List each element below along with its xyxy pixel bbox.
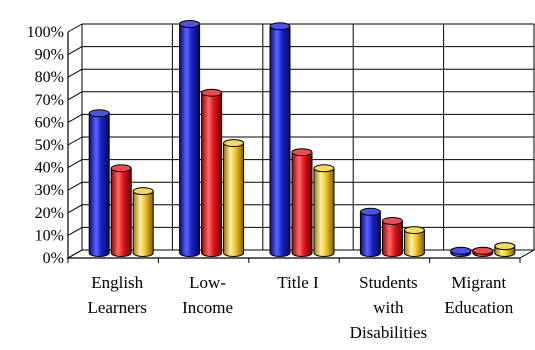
bar	[110, 164, 132, 257]
y-tick-label: 90%	[35, 47, 64, 64]
y-tick-label: 0%	[43, 250, 64, 267]
bar	[313, 164, 335, 257]
axes	[66, 32, 535, 263]
bar	[359, 207, 381, 257]
x-tick-label: Students	[359, 273, 418, 292]
y-tick-label: 80%	[35, 69, 64, 86]
labels: 0% 10% 20% 30% 40% 50% 60% 70% 80% 90% 100% English…	[27, 24, 514, 342]
y-tick-label: 10%	[35, 227, 64, 244]
y-tick-label: 20%	[35, 205, 64, 222]
bar	[291, 148, 313, 257]
y-tick-label: 30%	[35, 182, 64, 199]
bar	[269, 22, 291, 257]
gridline-depth	[67, 159, 83, 169]
y-tick-label: 40%	[35, 160, 64, 177]
bar	[472, 246, 494, 257]
bar	[381, 216, 403, 257]
x-tick-label: Disabilities	[350, 323, 427, 342]
gridline-depth	[67, 181, 83, 191]
y-tick-label: 100%	[27, 24, 64, 41]
x-tick-label: English	[91, 273, 143, 292]
x-tick-label: with	[373, 298, 404, 317]
bars	[88, 20, 516, 257]
x-tick-label: Title I	[277, 273, 319, 292]
x-tick-label: Education	[444, 298, 513, 317]
bar	[179, 20, 201, 257]
y-tick-label: 60%	[35, 114, 64, 131]
bar	[494, 242, 516, 257]
gridline-depth	[67, 68, 83, 78]
gridline-depth	[67, 91, 83, 101]
gridline-depth	[67, 113, 83, 123]
bar	[450, 246, 472, 257]
x-tick-label: Migrant	[451, 273, 506, 292]
bar	[223, 139, 245, 257]
y-tick-label: 70%	[35, 92, 64, 109]
gridline-depth	[67, 23, 83, 33]
y-tick-label: 50%	[35, 137, 64, 154]
bar	[132, 187, 154, 257]
x-tick-label: Learners	[87, 298, 146, 317]
bar	[201, 88, 223, 257]
bar	[88, 109, 110, 257]
x-tick-label: Income	[182, 298, 233, 317]
gridline-depth	[67, 226, 83, 236]
bar	[403, 226, 425, 257]
gridline-depth	[67, 204, 83, 214]
gridline-depth	[67, 46, 83, 56]
x-tick-label: Low-	[189, 273, 226, 292]
gridline-depth	[67, 136, 83, 146]
